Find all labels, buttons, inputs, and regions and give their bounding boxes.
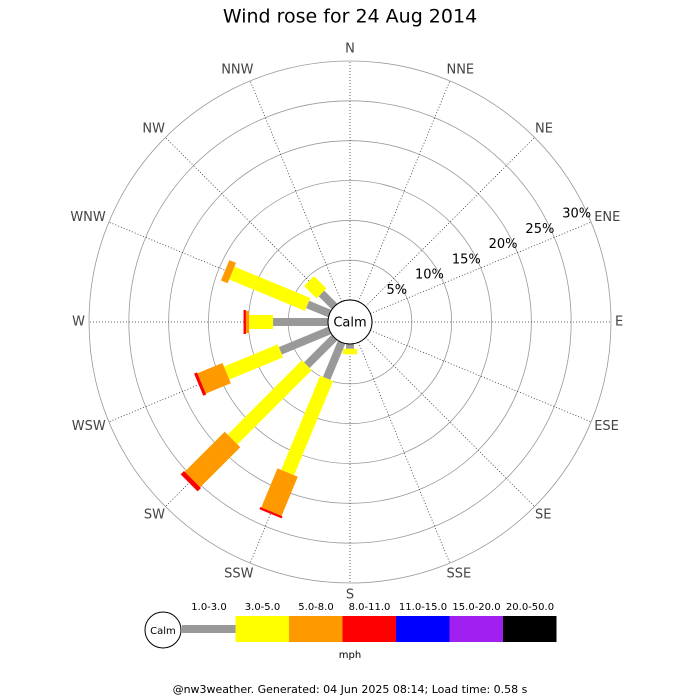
chart-title: Wind rose for 24 Aug 2014 [223, 6, 477, 28]
direction-label: NNE [446, 62, 474, 77]
spoke [358, 80, 451, 302]
grid-ring [88, 60, 612, 584]
grid-ring [128, 100, 572, 544]
calm-label: Calm [333, 316, 366, 331]
wind-segment [184, 431, 241, 488]
direction-label: N [345, 42, 355, 57]
legend-label: 15.0-20.0 [452, 602, 500, 613]
direction-label: WNW [70, 210, 106, 225]
wind-segment [322, 340, 346, 380]
wind-segment [281, 375, 334, 476]
legend-label: 11.0-15.0 [399, 602, 447, 613]
legend-label: 1.0-3.0 [191, 602, 226, 613]
direction-label: E [615, 315, 623, 330]
r-tick-label: 20% [489, 237, 518, 252]
wind-segment [306, 300, 332, 318]
spoke [249, 80, 342, 302]
direction-label: NE [535, 121, 553, 136]
wind-segment [227, 360, 312, 445]
wind-segment [229, 266, 311, 311]
unit-label: mph [339, 650, 361, 661]
r-tick-label: 30% [562, 207, 591, 222]
wind-segment [243, 310, 246, 334]
spoke [365, 137, 535, 307]
spoke [165, 137, 335, 307]
legend-swatch [449, 616, 503, 642]
legend-swatch [235, 616, 289, 642]
legend-swatch [503, 616, 557, 642]
spoke [370, 221, 592, 314]
wind-segment [197, 362, 231, 394]
wind-segment [194, 372, 207, 396]
legend-label: 8.0-11.0 [349, 602, 391, 613]
direction-label: ENE [594, 210, 620, 225]
r-tick-label: 10% [415, 268, 444, 283]
grid-ring [208, 180, 492, 464]
calm-circle [327, 299, 373, 345]
direction-label: WSW [72, 419, 106, 434]
wind-segment [261, 468, 298, 516]
direction-label: ESE [594, 419, 619, 434]
wind-segment [343, 348, 357, 355]
wind-segment [223, 344, 284, 380]
direction-label: S [346, 588, 354, 603]
direction-label: SSE [446, 567, 471, 582]
direction-label: NNW [221, 62, 253, 77]
legend-swatch [396, 616, 450, 642]
spoke [370, 330, 592, 423]
legend-swatch [182, 625, 236, 633]
r-tick-label: 25% [525, 222, 554, 237]
wind-segment [259, 507, 283, 519]
wind-segment [245, 311, 250, 333]
wind-segment [278, 326, 332, 355]
direction-label: SSW [224, 567, 254, 582]
r-tick-label: 15% [452, 252, 481, 267]
legend-label: 3.0-5.0 [245, 602, 280, 613]
footer: @nw3weather. Generated: 04 Jun 2025 08:1… [173, 683, 528, 696]
legend-calm [144, 611, 182, 649]
direction-label: SE [535, 508, 551, 523]
direction-label: NW [142, 121, 165, 136]
wind-segment [273, 318, 328, 326]
r-tick-label: 5% [387, 283, 408, 298]
wind-segment [249, 315, 274, 329]
legend-label: 5.0-8.0 [298, 602, 333, 613]
spoke [365, 337, 535, 507]
direction-label: W [72, 315, 85, 330]
legend-calm-label: Calm [150, 626, 176, 637]
legend-swatch [342, 616, 396, 642]
wind-segment [304, 276, 327, 299]
wind-segment [180, 471, 201, 492]
direction-label: SW [144, 508, 165, 523]
wind-segment [220, 260, 236, 284]
wind-segment [318, 290, 338, 310]
wind-segment [304, 334, 338, 368]
wind-segment [346, 344, 354, 349]
legend-swatch [289, 616, 343, 642]
legend-label: 20.0-50.0 [506, 602, 554, 613]
spoke [358, 342, 451, 564]
